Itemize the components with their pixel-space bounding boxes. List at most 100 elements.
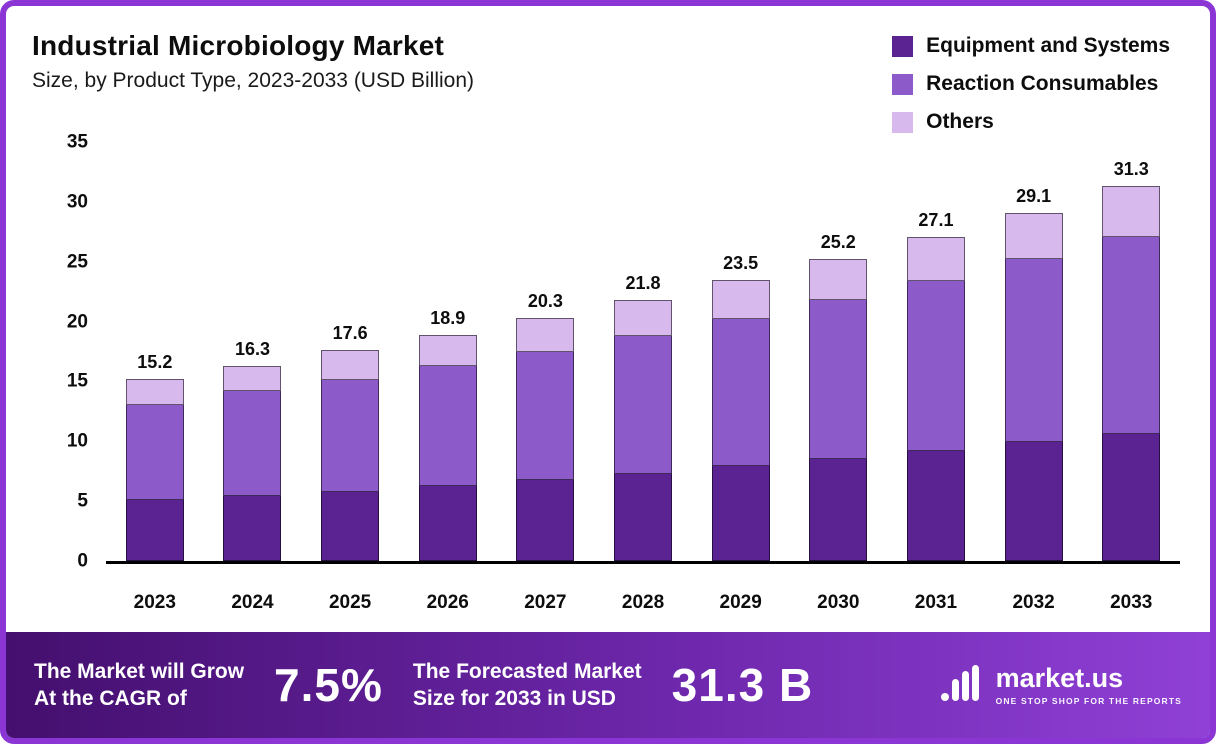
y-axis-tick-label: 10	[66, 430, 88, 452]
bar-segment-reaction-consumables	[125, 405, 184, 500]
x-axis-labels: 2023 2024 2025 2026 2027 2028 2029 2030 2031 2032…	[106, 592, 1180, 614]
legend-swatch	[892, 111, 914, 133]
chart-header: Industrial Microbiology Market Size, by …	[6, 6, 1210, 93]
bar-segment-others	[418, 334, 477, 366]
bar-total-label: 31.3	[1113, 159, 1149, 180]
stacked-bar	[321, 350, 380, 561]
bar-segment-reaction-consumables	[1102, 236, 1161, 435]
bar-segment-reaction-consumables	[614, 335, 673, 474]
stacked-bar	[516, 318, 575, 561]
cagr-label-line1: The Market will Grow	[34, 659, 245, 683]
y-axis-tick-label: 0	[77, 550, 88, 572]
chart-subtitle: Size, by Product Type, 2023-2033 (USD Bi…	[32, 69, 475, 92]
stacked-bar	[125, 379, 184, 561]
bar-segment-equipment-and-systems	[711, 466, 770, 561]
bar-segment-equipment-and-systems	[809, 459, 868, 561]
x-axis-label: 2030	[817, 592, 860, 613]
stacked-bar	[418, 334, 477, 561]
bar-total-label: 17.6	[332, 323, 368, 344]
stacked-bar	[711, 279, 770, 561]
legend-label: Equipment and Systems	[926, 34, 1170, 57]
bar-segment-reaction-consumables	[516, 351, 575, 480]
bar-segment-others	[516, 318, 575, 352]
bar-column: 18.9	[399, 142, 497, 561]
legend-item: Equipment and Systems	[892, 34, 1170, 58]
bar-column: 27.1	[887, 142, 985, 561]
bar-segment-reaction-consumables	[321, 380, 380, 492]
plot-area: 15.2 16.3 17.6 18.9 20.3 21.8 23.5 25.2 27.1 29.1…	[67, 133, 1180, 571]
bar-column: 17.6	[301, 142, 399, 561]
x-axis-label: 2027	[524, 592, 567, 613]
legend-item: Reaction Consumables	[892, 72, 1170, 96]
bar-total-label: 21.8	[625, 273, 661, 294]
cagr-label: The Market will Grow At the CAGR of	[34, 658, 244, 713]
bar-segment-others	[809, 259, 868, 301]
legend-swatch	[892, 35, 914, 57]
brand-name: market.us	[995, 662, 1124, 693]
stacked-bar	[906, 236, 965, 561]
bar-column: 29.1	[985, 142, 1083, 561]
chart-title: Industrial Microbiology Market	[32, 30, 445, 61]
stacked-bar	[1102, 186, 1161, 561]
bar-segment-reaction-consumables	[1004, 259, 1063, 443]
bar-segment-reaction-consumables	[809, 300, 868, 460]
cagr-value: 7.5%	[274, 659, 383, 711]
bar-column: 15.2	[106, 142, 204, 561]
legend: Equipment and Systems Reaction Consumable…	[892, 34, 1170, 134]
bar-total-label: 29.1	[1016, 185, 1052, 206]
bar-segment-others	[1102, 186, 1161, 237]
bar-segment-others	[125, 379, 184, 406]
legend-label: Others	[926, 110, 994, 133]
bar-total-label: 16.3	[234, 338, 270, 359]
banner: The Market will Grow At the CAGR of 7.5%…	[6, 632, 1210, 738]
x-axis-label: 2024	[231, 592, 274, 613]
brand-logo: market.us ONE STOP SHOP FOR THE REPORTS	[940, 664, 1182, 707]
cagr-label-line2: At the CAGR of	[34, 687, 187, 710]
y-axis-tick-label: 20	[66, 311, 88, 333]
bar-segment-reaction-consumables	[906, 280, 965, 451]
bar-segment-reaction-consumables	[711, 319, 770, 467]
bar-column: 21.8	[594, 142, 692, 561]
legend-swatch	[892, 73, 914, 95]
legend-label: Reaction Consumables	[926, 72, 1159, 95]
y-axis-tick-label: 5	[77, 490, 88, 512]
bar-total-label: 27.1	[918, 209, 954, 230]
bar-column: 25.2	[789, 142, 887, 561]
bar-segment-others	[223, 365, 282, 392]
x-axis-label: 2031	[914, 592, 958, 613]
x-axis-label: 2025	[328, 592, 372, 613]
bar-segment-reaction-consumables	[223, 391, 282, 497]
bar-chart: 15.2 16.3 17.6 18.9 20.3 21.8 23.5 25.2 27.1 29.1…	[6, 118, 1210, 626]
forecast-value: 31.3 B	[671, 659, 814, 711]
bar-total-label: 18.9	[430, 307, 466, 328]
x-axis-label: 2023	[133, 592, 176, 613]
bar-segment-equipment-and-systems	[614, 473, 673, 561]
bar-segment-equipment-and-systems	[1004, 442, 1063, 561]
bar-segment-others	[1004, 212, 1063, 260]
market-us-logo-icon	[940, 664, 984, 707]
brand-tagline: ONE STOP SHOP FOR THE REPORTS	[995, 695, 1182, 706]
x-axis-label: 2033	[1110, 592, 1153, 613]
y-axis-tick-label: 15	[66, 370, 88, 392]
bar-columns: 15.2 16.3 17.6 18.9 20.3 21.8 23.5 25.2 27.1 29.1…	[106, 142, 1180, 561]
bar-column: 16.3	[204, 142, 302, 561]
bar-total-label: 23.5	[723, 252, 759, 273]
forecast-label-line2: Size for 2033 in USD	[412, 687, 616, 710]
bar-segment-others	[906, 236, 965, 281]
legend-item: Others	[892, 110, 1170, 134]
x-axis-label: 2029	[719, 592, 762, 613]
bar-total-label: 20.3	[527, 291, 563, 311]
stacked-bar	[1004, 212, 1063, 561]
brand-text: market.us ONE STOP SHOP FOR THE REPORTS	[995, 662, 1182, 706]
bar-segment-equipment-and-systems	[906, 450, 965, 561]
bar-segment-equipment-and-systems	[125, 499, 184, 561]
y-axis-tick-label: 30	[66, 191, 88, 213]
stacked-bar	[809, 259, 868, 561]
bar-total-label: 15.2	[137, 352, 173, 373]
stacked-bar	[223, 365, 282, 561]
x-axis-label: 2028	[621, 592, 665, 613]
y-axis-tick-label: 35	[66, 131, 88, 153]
bar-segment-others	[711, 279, 770, 320]
bar-segment-others	[614, 300, 673, 336]
